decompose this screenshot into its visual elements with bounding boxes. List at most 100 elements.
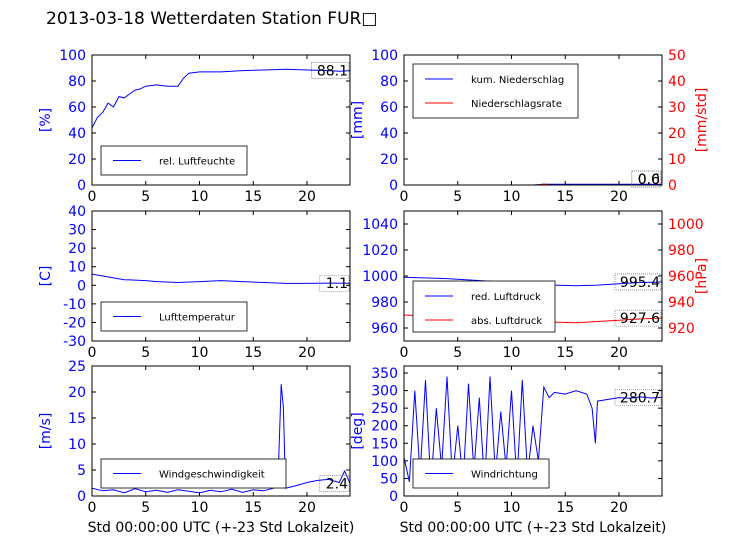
x-tick-label: 20 [610, 500, 628, 516]
y-tick-label: 100 [371, 48, 398, 64]
y-axis-label-right: [hPa] [694, 258, 710, 294]
y-tick-label: 1000 [362, 269, 398, 285]
x-tick-label: 15 [244, 345, 262, 361]
x-tick-label: 0 [88, 345, 97, 361]
y-tick-label-right: 20 [668, 126, 686, 142]
y-tick-label: 25 [68, 359, 86, 375]
panel-windspeed: 0 5 10 15 20 0 5 10 15 20 25 [m/s] Std 00:00:00 UTC … [38, 359, 354, 536]
annotation-box [319, 475, 350, 492]
x-tick-label: 0 [400, 345, 409, 361]
y-tick-label: 0 [77, 178, 86, 194]
x-tick-label: 10 [503, 500, 521, 516]
legend-label: red. Luftdruck [471, 292, 541, 303]
legend-label: abs. Luftdruck [471, 316, 542, 327]
y-axis-label: [%] [38, 108, 54, 132]
series-line-rel-luftfeuchte [92, 68, 350, 129]
x-tick-label: 10 [191, 500, 209, 516]
x-tick-label: 20 [298, 345, 316, 361]
x-tick-label: 10 [503, 189, 521, 205]
legend-label: rel. Luftfeuchte [159, 157, 235, 168]
y-tick-label: 40 [68, 126, 86, 142]
annotation-label: 0.6 [638, 172, 660, 188]
y-tick-label: 20 [68, 152, 86, 168]
x-tick-label: 5 [141, 189, 150, 205]
y-tick-label-right: 960 [668, 269, 695, 285]
y-tick-label-right: 50 [668, 48, 686, 64]
y-tick-label-right: 30 [668, 100, 686, 116]
legend-box [412, 63, 579, 119]
series-line-windrichtung [404, 376, 662, 486]
y-tick-label: 200 [371, 419, 398, 435]
annotation-box [631, 170, 662, 188]
y-tick-label: 20 [68, 241, 86, 257]
annotation-box [614, 389, 662, 406]
series-line-windgeschwindigkeit [92, 384, 350, 494]
legend-box [100, 301, 248, 332]
y-axis-label: [m/s] [38, 413, 54, 450]
y-tick-label: 40 [68, 204, 86, 220]
y-tick-label: 350 [371, 366, 398, 382]
y-tick-label-right: 1000 [668, 217, 704, 233]
legend: red. Luftdruck abs. Luftdruck [412, 280, 556, 333]
y-tick-label: 50 [380, 471, 398, 487]
x-tick-label: 15 [244, 189, 262, 205]
annotation-box [311, 62, 350, 79]
y-tick-label: 300 [371, 384, 398, 400]
y-tick-label: -10 [63, 297, 86, 313]
y-tick-label: 0 [77, 278, 86, 294]
legend: Lufttemperatur [100, 301, 248, 332]
x-tick-label: 5 [141, 345, 150, 361]
annotation-label: 280.7 [620, 390, 660, 406]
legend-box [412, 280, 556, 333]
x-tick-label: 15 [556, 345, 574, 361]
legend-label: Windgeschwindigkeit [159, 470, 265, 481]
annotation-label: 1.1 [326, 276, 348, 292]
panel-temperature: 0 5 10 15 20 -30 -20 -10 0 10 20 30 40 [C] Lufttempera… [38, 204, 351, 361]
annotation-label: 2.4 [326, 477, 348, 493]
y-tick-label: 40 [380, 126, 398, 142]
y-tick-label: 0 [77, 489, 86, 505]
x-tick-label: 15 [244, 500, 262, 516]
y-tick-label-right: 980 [668, 243, 695, 259]
annotation-box [614, 309, 662, 327]
y-axis-label: [deg] [350, 412, 366, 449]
annotation-label: 0.0 [638, 172, 660, 188]
y-axis-label: [C] [38, 266, 54, 287]
axes-frame [91, 54, 351, 186]
y-tick-label: 0 [389, 178, 398, 194]
annotation-label: 88.1 [317, 63, 348, 79]
x-tick-label: 5 [453, 500, 462, 516]
axes-frame [91, 210, 351, 342]
y-axis-label: [mm] [350, 101, 366, 139]
legend-label: Lufttemperatur [159, 313, 236, 324]
x-tick-label: 0 [400, 500, 409, 516]
x-tick-label: 20 [610, 189, 628, 205]
legend: Windrichtung [412, 458, 550, 489]
x-axis-label: Std 00:00:00 UTC (+-23 Std Lokalzeit) [400, 520, 667, 536]
y-tick-label: 250 [371, 401, 398, 417]
y-tick-label: 60 [380, 100, 398, 116]
legend: rel. Luftfeuchte [100, 145, 248, 176]
y-tick-label: 980 [371, 295, 398, 311]
x-tick-label: 15 [556, 189, 574, 205]
legend: Windgeschwindigkeit [100, 458, 287, 489]
x-tick-label: 0 [88, 189, 97, 205]
y-tick-label: -20 [63, 315, 86, 331]
y-tick-label: 1020 [362, 243, 398, 259]
x-tick-label: 0 [400, 189, 409, 205]
y-tick-label-right: 940 [668, 295, 695, 311]
y-axis-label-right: [mm/std] [694, 88, 710, 153]
axes-frame [403, 365, 663, 497]
axes-frame [403, 54, 663, 186]
series-line-niederschlagsrate [404, 183, 662, 185]
x-tick-label: 5 [141, 500, 150, 516]
x-tick-label: 5 [453, 189, 462, 205]
y-tick-label: -30 [63, 334, 86, 350]
x-tick-label: 15 [556, 500, 574, 516]
panel-precipitation: 0 5 10 15 20 0 20 40 60 80 100 0 10 20 30 40 50 [mm] [mm/s… [350, 48, 710, 205]
y-tick-label: 150 [371, 436, 398, 452]
legend-label: Niederschlagsrate [471, 99, 562, 110]
annotation-box [614, 273, 662, 291]
